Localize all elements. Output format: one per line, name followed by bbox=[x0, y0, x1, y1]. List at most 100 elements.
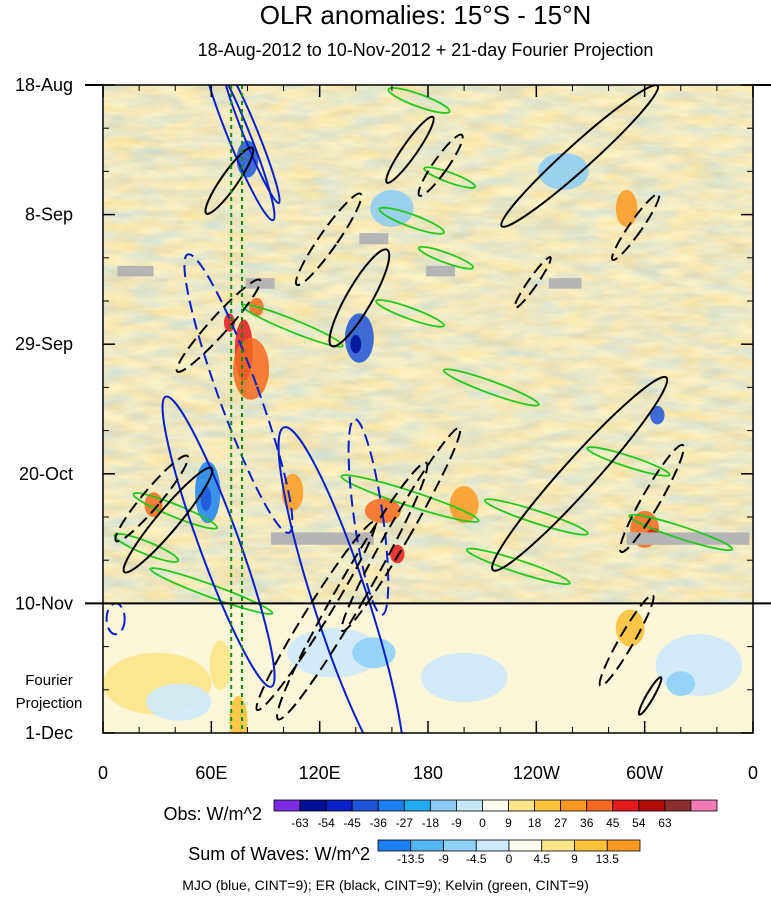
anomaly-blob-7 bbox=[200, 486, 212, 511]
er-wave-contour-12 bbox=[204, 146, 255, 215]
kelvin-wave-contour-3 bbox=[417, 245, 475, 270]
obs-colorbar-label: Obs: W/m^2 bbox=[164, 804, 262, 824]
er-wave-contour-3 bbox=[417, 133, 464, 197]
x-tick-label-5: 60W bbox=[626, 763, 663, 783]
missing-data-gap-6 bbox=[626, 532, 750, 545]
obs-colorbar-cell-11 bbox=[560, 799, 588, 812]
y-tick-label-5: 1-Dec bbox=[25, 723, 73, 743]
projection-blob-1 bbox=[209, 640, 232, 690]
er-wave-contour-4 bbox=[500, 85, 660, 228]
chart-title: OLR anomalies: 15°S - 15°N bbox=[259, 0, 592, 30]
obs-colorbar-cell-4 bbox=[377, 799, 405, 812]
waves-colorbar-level-4: 4.5 bbox=[533, 852, 550, 866]
x-axis: 0 60E 120E 180 120W 60W 0 bbox=[98, 85, 758, 783]
obs-colorbar-cell-0 bbox=[273, 799, 301, 812]
mjo-wave-contour-1 bbox=[221, 85, 281, 205]
er-wave-contour-13 bbox=[276, 461, 429, 721]
obs-colorbar-level-7: 0 bbox=[479, 816, 486, 830]
waves-colorbar-cell-3 bbox=[475, 839, 510, 852]
projection-blob-5 bbox=[420, 652, 508, 703]
kelvin-wave-contour-11 bbox=[628, 513, 734, 552]
kelvin-wave-contour-4 bbox=[241, 303, 344, 348]
waves-colorbar-level-6: 13.5 bbox=[596, 852, 620, 866]
projection-label-line-0: Fourier bbox=[25, 672, 73, 689]
anomaly-blob-1 bbox=[233, 338, 270, 400]
er-wave-contour-6 bbox=[491, 375, 669, 572]
projection-blob-8 bbox=[615, 609, 645, 647]
obs-colorbar-level-13: 54 bbox=[632, 816, 646, 830]
kelvin-wave-contour-10 bbox=[465, 547, 571, 586]
er-wave-contour-15 bbox=[255, 520, 377, 712]
waves-colorbar-level-1: -9 bbox=[438, 852, 449, 866]
obs-colorbar-cell-10 bbox=[534, 799, 562, 812]
missing-data-gap-4 bbox=[548, 278, 582, 289]
obs-colorbar-cell-14 bbox=[638, 799, 666, 812]
er-wave-contour-2 bbox=[385, 115, 435, 184]
mjo-wave-contour-0 bbox=[201, 85, 276, 222]
obs-colorbar-level-1: -54 bbox=[317, 816, 335, 830]
waves-colorbar-cell-5 bbox=[541, 839, 575, 852]
obs-colorbar-level-6: -9 bbox=[451, 816, 462, 830]
missing-data-gap-3 bbox=[426, 265, 456, 277]
kelvin-wave-contour-0 bbox=[387, 86, 451, 114]
waves-colorbar-level-0: -13.5 bbox=[397, 852, 425, 866]
obs-colorbar-level-14: 63 bbox=[658, 816, 672, 830]
kelvin-wave-contour-8 bbox=[483, 498, 589, 536]
kelvin-wave-contour-13 bbox=[113, 532, 180, 563]
er-wave-contour-8 bbox=[513, 256, 552, 309]
y-tick-label-2: 29-Sep bbox=[15, 334, 73, 354]
kelvin-wave-contour-1 bbox=[423, 166, 477, 189]
x-tick-label-3: 180 bbox=[413, 763, 443, 783]
er-wave-contour-5 bbox=[611, 192, 661, 262]
anomaly-blob-15 bbox=[615, 189, 638, 227]
obs-colorbar-level-10: 27 bbox=[554, 816, 568, 830]
kelvin-wave-contour-7 bbox=[340, 474, 480, 523]
obs-colorbar-cell-5 bbox=[403, 799, 431, 812]
er-wave-contour-14 bbox=[340, 426, 462, 633]
waves-colorbar-cell-6 bbox=[574, 839, 608, 852]
obs-colorbar-level-11: 36 bbox=[580, 816, 594, 830]
er-wave-contour-16 bbox=[598, 593, 655, 688]
footnote: MJO (blue, CINT=9); ER (black, CINT=9); … bbox=[182, 877, 589, 893]
er-wave-contour-11 bbox=[114, 454, 190, 543]
colorbars: -63 -54 -45 -36 -27 -18 -9 0 9 18 27 36 45 54 63 Obs: W… bbox=[164, 799, 718, 866]
missing-data-gap-5 bbox=[270, 532, 374, 545]
obs-colorbar-cell-16 bbox=[690, 799, 718, 812]
obs-colorbar-cell-15 bbox=[664, 799, 692, 812]
obs-colorbar-cell-8 bbox=[482, 799, 509, 812]
y-tick-label-1: 8-Sep bbox=[25, 205, 73, 225]
kelvin-wave-contour-9 bbox=[132, 492, 219, 530]
anomaly-blob-17 bbox=[538, 152, 589, 190]
obs-colorbar-level-8: 9 bbox=[505, 816, 512, 830]
obs-colorbar-cell-6 bbox=[429, 799, 457, 812]
er-wave-contour-17 bbox=[637, 676, 663, 716]
y-tick-label-4: 10-Nov bbox=[15, 593, 73, 613]
x-tick-label-0: 0 bbox=[98, 763, 108, 783]
waves-colorbar-cell-4 bbox=[508, 839, 543, 852]
chart-subtitle: 18-Aug-2012 to 10-Nov-2012 + 21-day Four… bbox=[197, 40, 654, 60]
er-wave-contour-10 bbox=[122, 466, 214, 574]
projection-blob-7 bbox=[666, 671, 696, 696]
waves-colorbar-cell-2 bbox=[443, 839, 477, 852]
waves-colorbar-level-3: 0 bbox=[506, 852, 513, 866]
projection-blob-3 bbox=[287, 628, 382, 678]
waves-colorbar-level-2: -4.5 bbox=[466, 852, 487, 866]
obs-colorbar-cell-9 bbox=[508, 799, 535, 812]
x-tick-label-1: 60E bbox=[195, 763, 227, 783]
obs-colorbar-cell-2 bbox=[325, 799, 353, 812]
missing-data-gap-0 bbox=[117, 265, 154, 277]
wave-contours bbox=[105, 85, 734, 733]
obs-colorbar-cell-13 bbox=[612, 799, 640, 812]
y-axis: 18-Aug 8-Sep 29-Sep 20-Oct 10-Nov 1-Dec Fourie… bbox=[15, 75, 753, 743]
anomaly-blob-11 bbox=[390, 544, 405, 564]
kelvin-wave-contour-2 bbox=[378, 206, 445, 235]
y-tick-label-3: 20-Oct bbox=[19, 464, 73, 484]
obs-colorbar-cell-12 bbox=[586, 799, 614, 812]
waves-colorbar-cell-1 bbox=[410, 839, 444, 852]
projection-label-line-1: Projection bbox=[16, 695, 83, 712]
obs-colorbar-cell-7 bbox=[456, 799, 483, 812]
obs-colorbar-level-2: -45 bbox=[344, 816, 362, 830]
anomaly-blob-14 bbox=[650, 405, 665, 425]
